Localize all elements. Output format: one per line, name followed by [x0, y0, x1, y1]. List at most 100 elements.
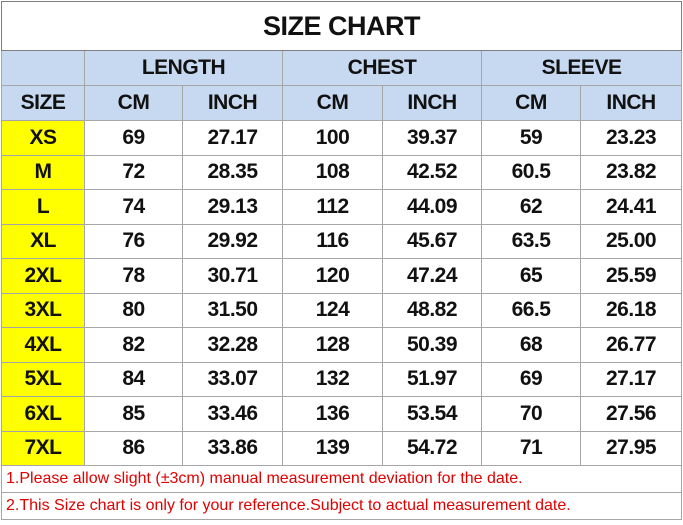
row: 5XL 84 33.07 132 51.97 69 27.17 — [1, 361, 683, 397]
row: 7XL 86 33.86 139 54.72 71 27.95 — [1, 430, 683, 466]
value-cell: 108 — [282, 154, 383, 190]
value-cell: 76 — [84, 223, 183, 259]
value-cell: 84 — [84, 361, 183, 397]
value-cell: 74 — [84, 189, 183, 225]
group-header: CHEST — [282, 50, 482, 86]
title: SIZE CHART — [0, 1, 683, 51]
value-cell: 53.54 — [382, 396, 482, 432]
unit-header: CM — [84, 85, 183, 121]
value-cell: 26.77 — [579, 327, 683, 363]
size-cell: 3XL — [1, 292, 85, 328]
value-cell: 66.5 — [481, 292, 581, 328]
value-cell: 31.50 — [182, 292, 283, 328]
value-cell: 42.52 — [382, 154, 482, 190]
value-cell: 25.00 — [579, 223, 683, 259]
value-cell: 65 — [481, 258, 581, 294]
size-cell: XS — [1, 120, 85, 156]
unit-header: INCH — [182, 85, 283, 121]
value-cell: 112 — [282, 189, 383, 225]
value-cell: 51.97 — [382, 361, 482, 397]
value-cell: 136 — [282, 396, 383, 432]
value-cell: 29.13 — [182, 189, 283, 225]
group-header: SLEEVE — [480, 50, 683, 86]
value-cell: 32.28 — [182, 327, 283, 363]
value-cell: 44.09 — [382, 189, 482, 225]
unit-header: CM — [282, 85, 383, 121]
size-cell: 6XL — [1, 396, 85, 432]
value-cell: 47.24 — [382, 258, 482, 294]
value-cell: 30.71 — [182, 258, 283, 294]
value-cell: 100 — [282, 120, 383, 156]
row: 4XL 82 32.28 128 50.39 68 26.77 — [1, 327, 683, 363]
row: XL 76 29.92 116 45.67 63.5 25.00 — [1, 223, 683, 259]
value-cell: 86 — [84, 430, 183, 466]
value-cell: 23.82 — [579, 154, 683, 190]
blank-header — [1, 50, 85, 86]
size-cell: 4XL — [1, 327, 85, 363]
row: 3XL 80 31.50 124 48.82 66.5 26.18 — [1, 292, 683, 328]
unit-header: INCH — [382, 85, 482, 121]
value-cell: 29.92 — [182, 223, 283, 259]
value-cell: 39.37 — [382, 120, 482, 156]
group-header: LENGTH — [84, 50, 283, 86]
value-cell: 69 — [481, 361, 581, 397]
value-cell: 27.17 — [182, 120, 283, 156]
row: 6XL 85 33.46 136 53.54 70 27.56 — [1, 396, 683, 432]
row: 2.This Size chart is only for your refer… — [0, 492, 683, 520]
value-cell: 27.56 — [579, 396, 683, 432]
size-cell: 2XL — [1, 258, 85, 294]
value-cell: 26.18 — [579, 292, 683, 328]
value-cell: 72 — [84, 154, 183, 190]
size-cell: L — [1, 189, 85, 225]
value-cell: 27.95 — [579, 430, 683, 466]
row: SIZE CM INCH CM INCH CM INCH — [1, 85, 683, 121]
value-cell: 25.59 — [579, 258, 683, 294]
value-cell: 33.46 — [182, 396, 283, 432]
value-cell: 50.39 — [382, 327, 482, 363]
value-cell: 63.5 — [481, 223, 581, 259]
value-cell: 33.86 — [182, 430, 283, 466]
value-cell: 128 — [282, 327, 383, 363]
size-cell: 7XL — [1, 430, 85, 466]
unit-header: CM — [481, 85, 581, 121]
note: 2.This Size chart is only for your refer… — [0, 492, 683, 520]
size-cell: XL — [1, 223, 85, 259]
value-cell: 54.72 — [382, 430, 482, 466]
value-cell: 70 — [481, 396, 581, 432]
size-header: SIZE — [1, 85, 85, 121]
value-cell: 71 — [481, 430, 581, 466]
row: XS 69 27.17 100 39.37 59 23.23 — [1, 120, 683, 156]
size-cell: 5XL — [1, 361, 85, 397]
value-cell: 59 — [481, 120, 581, 156]
value-cell: 116 — [282, 223, 383, 259]
row: 2XL 78 30.71 120 47.24 65 25.59 — [1, 258, 683, 294]
value-cell: 68 — [481, 327, 581, 363]
value-cell: 78 — [84, 258, 183, 294]
size-cell: M — [1, 154, 85, 190]
row: LENGTH CHEST SLEEVE — [1, 50, 683, 86]
row: M 72 28.35 108 42.52 60.5 23.82 — [1, 154, 683, 190]
value-cell: 60.5 — [481, 154, 581, 190]
note: 1.Please allow slight (±3cm) manual meas… — [0, 465, 683, 493]
value-cell: 62 — [481, 189, 581, 225]
row: L 74 29.13 112 44.09 62 24.41 — [1, 189, 683, 225]
value-cell: 28.35 — [182, 154, 283, 190]
value-cell: 80 — [84, 292, 183, 328]
value-cell: 139 — [282, 430, 383, 466]
row: 1.Please allow slight (±3cm) manual meas… — [0, 465, 683, 493]
value-cell: 120 — [282, 258, 383, 294]
unit-header: INCH — [579, 85, 683, 121]
value-cell: 69 — [84, 120, 183, 156]
value-cell: 24.41 — [579, 189, 683, 225]
value-cell: 33.07 — [182, 361, 283, 397]
value-cell: 48.82 — [382, 292, 482, 328]
value-cell: 45.67 — [382, 223, 482, 259]
value-cell: 82 — [84, 327, 183, 363]
value-cell: 23.23 — [579, 120, 683, 156]
value-cell: 124 — [282, 292, 383, 328]
value-cell: 132 — [282, 361, 383, 397]
value-cell: 85 — [84, 396, 183, 432]
